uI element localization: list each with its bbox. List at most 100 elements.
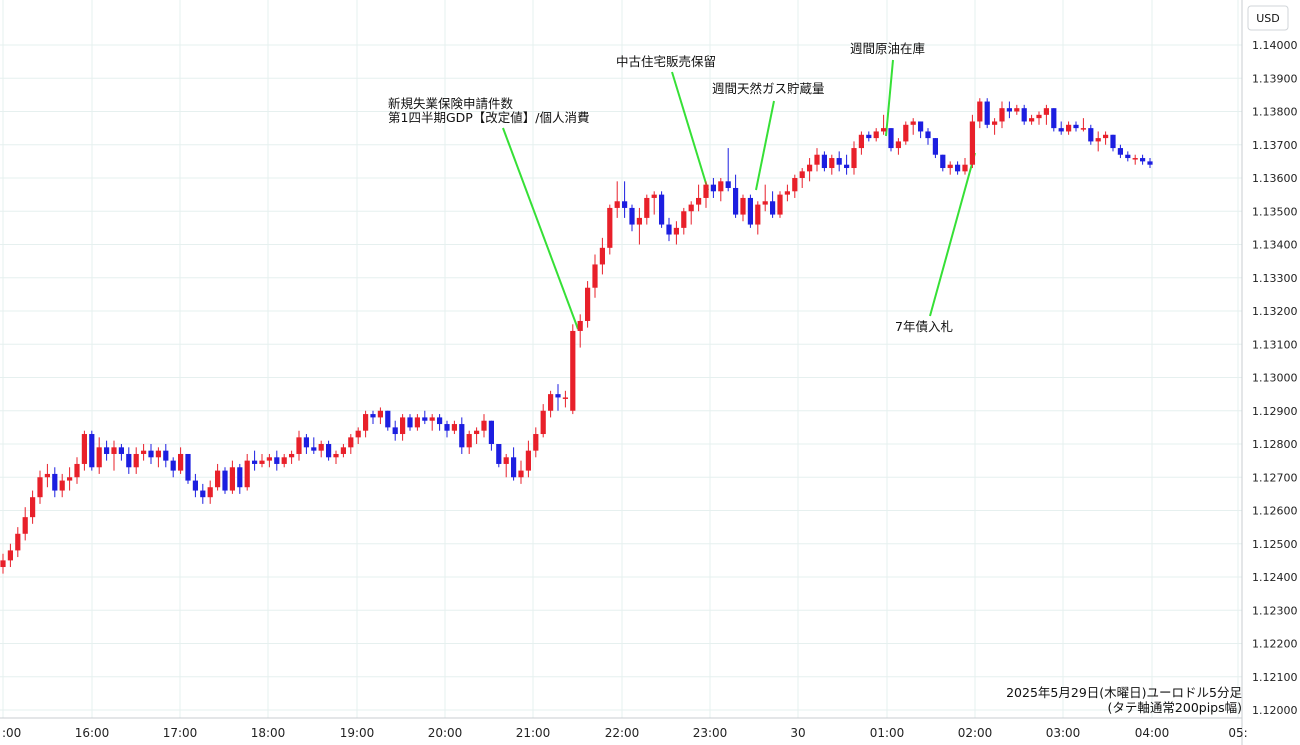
candle-body bbox=[881, 128, 887, 132]
x-tick-label: 02:00 bbox=[958, 726, 993, 740]
candle bbox=[562, 390, 568, 408]
candle-body bbox=[955, 164, 961, 172]
candle-body bbox=[74, 463, 80, 478]
x-tick-label: 16:00 bbox=[75, 726, 110, 740]
candle bbox=[984, 98, 990, 129]
candle bbox=[318, 440, 324, 458]
candle bbox=[340, 444, 346, 458]
candle-body bbox=[1147, 161, 1153, 165]
candle-body bbox=[1117, 148, 1123, 155]
candle-body bbox=[392, 427, 398, 435]
candle bbox=[888, 128, 894, 152]
candle-body bbox=[592, 264, 598, 288]
candle-body bbox=[1095, 138, 1101, 142]
candle bbox=[1103, 131, 1109, 145]
candle bbox=[1006, 101, 1012, 119]
candle bbox=[89, 430, 95, 471]
candle bbox=[740, 194, 746, 222]
candle-body bbox=[141, 450, 147, 454]
candle bbox=[466, 430, 472, 454]
candle-body bbox=[192, 480, 198, 491]
candle-body bbox=[1014, 108, 1020, 112]
candle-body bbox=[1029, 118, 1035, 122]
candle-body bbox=[178, 453, 184, 471]
candle-body bbox=[237, 467, 243, 488]
candle-body bbox=[126, 453, 132, 468]
candle-body bbox=[718, 181, 724, 192]
candle-body bbox=[1125, 154, 1131, 159]
candle bbox=[969, 114, 975, 169]
annotation-label: 第1四半期GDP【改定値】/個人消費 bbox=[388, 110, 590, 125]
candle-body bbox=[1088, 128, 1094, 142]
candle-body bbox=[725, 181, 731, 188]
candle bbox=[511, 447, 517, 481]
candle bbox=[903, 121, 909, 145]
candle-body bbox=[992, 121, 998, 125]
x-tick-label: 18:00 bbox=[251, 726, 286, 740]
candle-body bbox=[89, 434, 95, 468]
candle bbox=[185, 453, 191, 484]
candle-body bbox=[807, 164, 813, 172]
candle-body bbox=[755, 204, 761, 225]
candle bbox=[814, 148, 820, 172]
currency-badge[interactable]: USD bbox=[1247, 5, 1289, 31]
x-tick-label: 19:00 bbox=[340, 726, 375, 740]
candle bbox=[437, 414, 443, 431]
candle bbox=[1021, 104, 1027, 125]
candle bbox=[1110, 134, 1116, 152]
x-axis: :00 16:00 17:00 18:00 19:00 20:00 21:00 22:00 23… bbox=[2, 726, 1248, 740]
annotation-label: 中古住宅販売保留 bbox=[616, 54, 716, 69]
annotation-line bbox=[929, 152, 976, 317]
candle-body bbox=[977, 101, 983, 122]
y-tick-label: 1.12800 bbox=[1252, 438, 1298, 451]
candle bbox=[370, 410, 376, 425]
y-tick-label: 1.13200 bbox=[1252, 305, 1298, 318]
candle bbox=[807, 158, 813, 182]
candle bbox=[111, 440, 117, 471]
candle-body bbox=[969, 121, 975, 165]
candle bbox=[718, 178, 724, 202]
candle bbox=[703, 181, 709, 208]
candle-body bbox=[1036, 114, 1042, 119]
annotation-line bbox=[671, 71, 709, 191]
candle-body bbox=[200, 490, 206, 498]
candle-body bbox=[540, 410, 546, 435]
annotation-lines bbox=[502, 59, 976, 330]
candle bbox=[1029, 114, 1035, 125]
candle-body bbox=[681, 211, 687, 228]
candle-body bbox=[1073, 124, 1079, 129]
candle-body bbox=[984, 101, 990, 125]
x-tick-label: 03:00 bbox=[1046, 726, 1081, 740]
candle-body bbox=[666, 224, 672, 235]
candle bbox=[377, 407, 383, 425]
candle bbox=[733, 174, 739, 218]
candle-body bbox=[1140, 158, 1146, 162]
footnote-line-2: (タテ軸通常200pips幅) bbox=[1108, 700, 1242, 715]
candle bbox=[363, 410, 369, 438]
candle-body bbox=[163, 450, 169, 461]
candle bbox=[237, 463, 243, 494]
candle bbox=[977, 98, 983, 129]
y-tick-label: 1.12400 bbox=[1252, 571, 1298, 584]
candle bbox=[592, 254, 598, 298]
candle-body bbox=[67, 477, 73, 481]
candle bbox=[799, 168, 805, 188]
candle-body bbox=[1051, 108, 1057, 129]
y-tick-label: 1.13800 bbox=[1252, 106, 1298, 119]
candle bbox=[829, 154, 835, 175]
candle-body bbox=[0, 560, 6, 568]
candle bbox=[1117, 144, 1123, 159]
candle bbox=[999, 101, 1005, 129]
candle-body bbox=[474, 430, 480, 435]
candle bbox=[851, 141, 857, 175]
candle bbox=[540, 404, 546, 438]
candles bbox=[0, 98, 1153, 574]
candle-body bbox=[1066, 124, 1072, 132]
candle-body bbox=[784, 191, 790, 195]
y-tick-label: 1.12500 bbox=[1252, 538, 1298, 551]
candle-body bbox=[829, 158, 835, 169]
y-tick-label: 1.13000 bbox=[1252, 372, 1298, 385]
x-tick-label: 30 bbox=[790, 726, 805, 740]
